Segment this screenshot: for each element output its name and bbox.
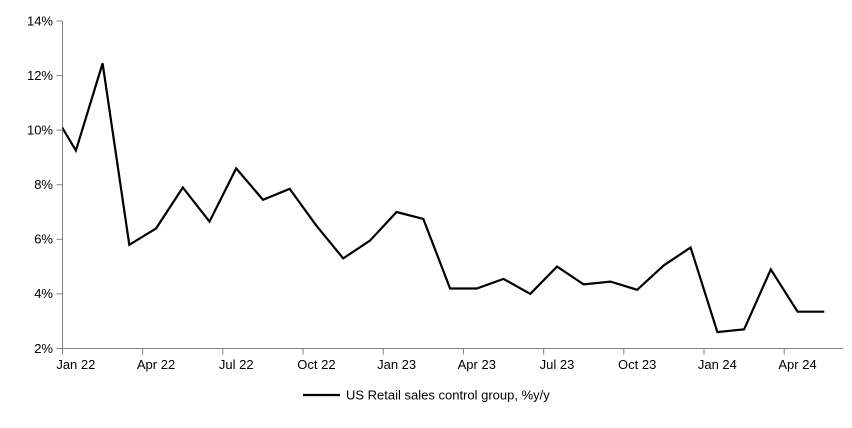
x-tick-label: Apr 23 (458, 357, 496, 372)
x-tick-label: Oct 23 (618, 357, 656, 372)
legend: US Retail sales control group, %y/y (303, 388, 550, 403)
x-tick-label: Jul 23 (540, 357, 575, 372)
y-tick-label: 2% (34, 341, 53, 356)
x-tick-label: Jan 22 (56, 357, 95, 372)
x-tick-label: Apr 24 (778, 357, 816, 372)
series (62, 62, 825, 334)
x-tick-label: Oct 22 (297, 357, 335, 372)
legend-label: US Retail sales control group, %y/y (346, 388, 550, 403)
series-line (62, 62, 825, 334)
axes: 2% 4% 6% 8% 10% 12% 14% Jan 22 Apr 22 Jul 22 Oct 2… (27, 13, 843, 372)
y-tick-label: 12% (27, 68, 53, 83)
y-tick-label: 14% (27, 13, 53, 28)
x-tick-label: Jan 24 (698, 357, 737, 372)
y-tick-label: 6% (34, 232, 53, 247)
x-tick-label: Jan 23 (377, 357, 416, 372)
y-tick-label: 4% (34, 286, 53, 301)
x-tick-label: Jul 22 (219, 357, 254, 372)
y-tick-label: 10% (27, 122, 53, 137)
y-tick-label: 8% (34, 177, 53, 192)
x-tick-label: Apr 22 (137, 357, 175, 372)
